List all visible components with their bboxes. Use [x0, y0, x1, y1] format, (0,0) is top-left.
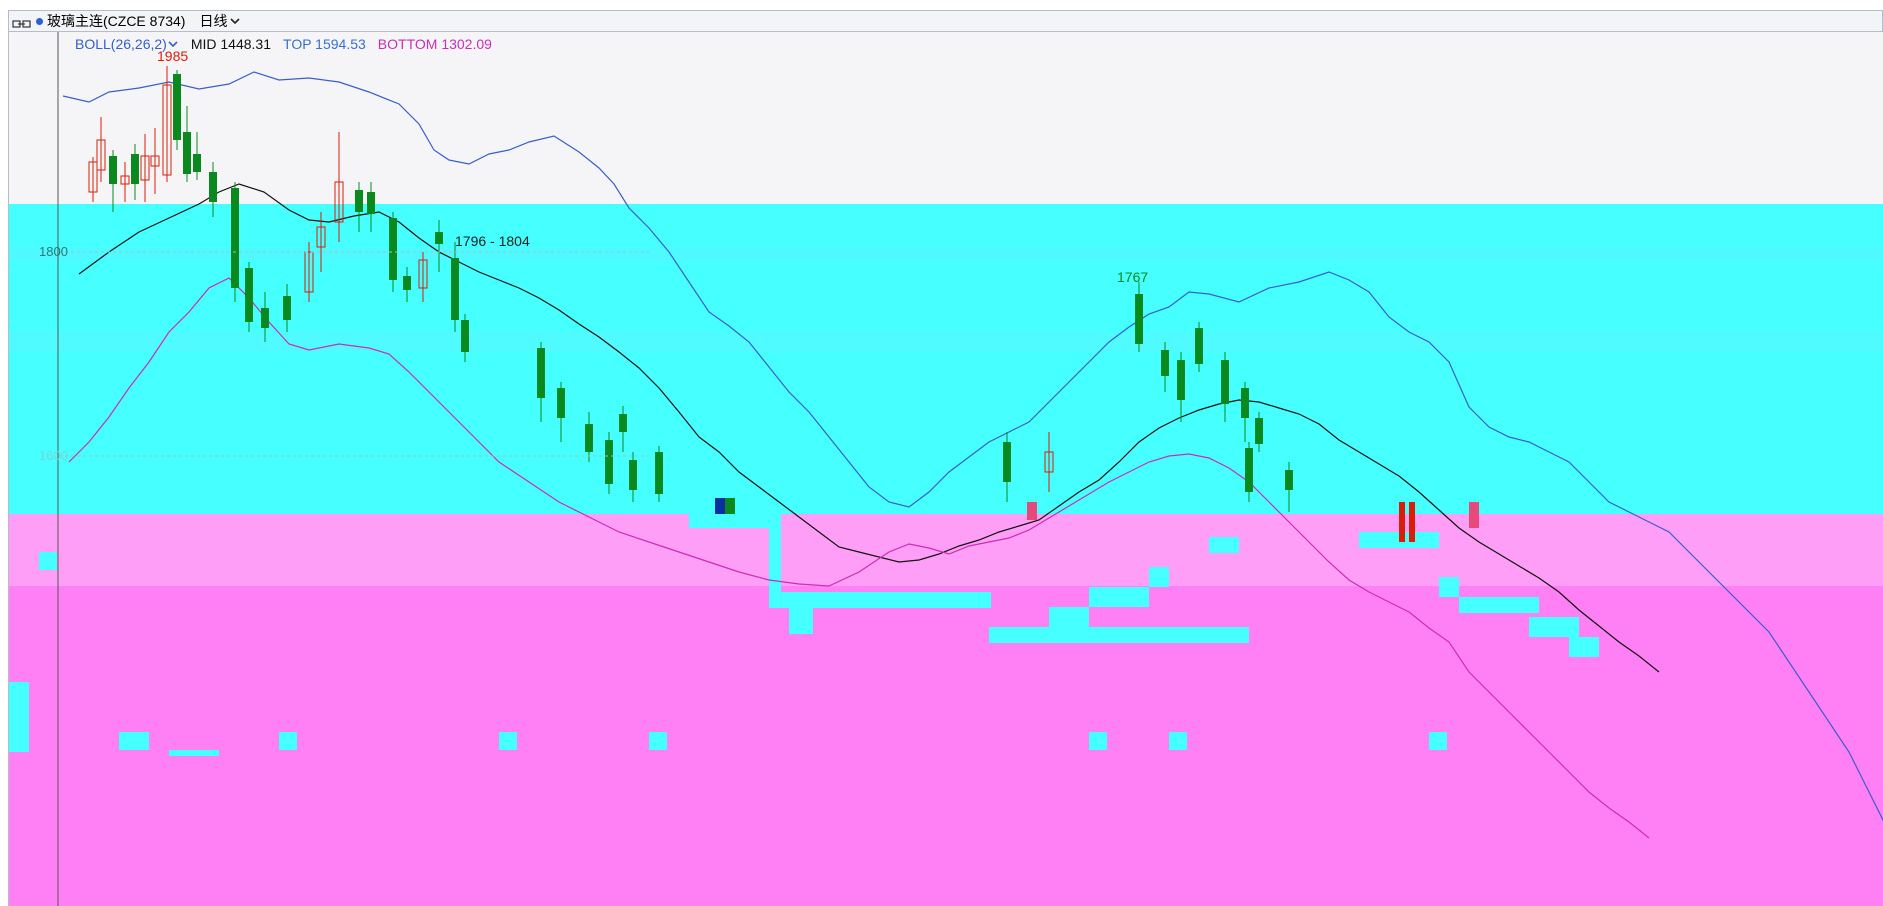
- chevron-down-icon: [229, 16, 241, 26]
- chart-canvas: [9, 32, 1883, 906]
- cyan-band: [9, 495, 769, 514]
- chart-titlebar: 玻璃主连(CZCE 8734) 日线: [8, 10, 1883, 32]
- price-axis-label-1600: 1600: [39, 448, 68, 463]
- peak-price-label: 1767: [1117, 269, 1148, 285]
- period-label: 日线: [199, 11, 227, 31]
- symbol-label[interactable]: 玻璃主连(CZCE 8734): [47, 11, 185, 31]
- indicator-top-value: TOP 1594.53: [283, 36, 366, 52]
- indicator-mid-value: MID 1448.31: [191, 36, 271, 52]
- period-selector[interactable]: 日线: [199, 11, 241, 31]
- cyan-region-light: [9, 248, 1883, 260]
- indicator-bar: BOLL(26,26,2) MID 1448.31 TOP 1594.53 BO…: [75, 36, 492, 52]
- link-icon[interactable]: [12, 16, 32, 26]
- price-axis-label-1800: 1800: [39, 244, 68, 259]
- kline-chart[interactable]: BOLL(26,26,2) MID 1448.31 TOP 1594.53 BO…: [8, 32, 1883, 906]
- cyan-band: [769, 495, 1883, 514]
- range-price-label: 1796 - 1804: [455, 233, 530, 249]
- indicator-bottom-value: BOTTOM 1302.09: [378, 36, 492, 52]
- chevron-down-icon: [167, 39, 179, 49]
- indicator-name: BOLL(26,26,2): [75, 36, 167, 52]
- pink-region-light: [9, 514, 1883, 586]
- cyan-region-light: [9, 332, 1883, 352]
- indicator-selector[interactable]: BOLL(26,26,2): [75, 36, 179, 52]
- status-dot-icon: [36, 18, 43, 25]
